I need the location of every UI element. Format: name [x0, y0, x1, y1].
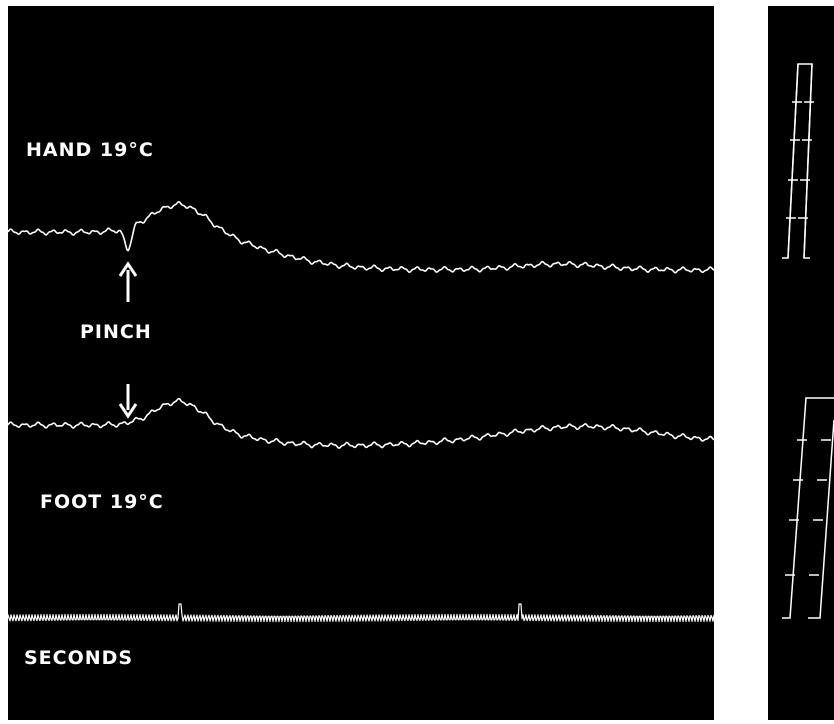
foot-trace — [7, 397, 715, 449]
seconds-trace — [7, 603, 715, 623]
pinch-up-arrow — [118, 261, 138, 302]
pinch-label: PINCH — [80, 321, 152, 343]
seconds-label: SECONDS — [24, 647, 133, 669]
calibration-upper — [782, 63, 814, 259]
calibration-panel — [768, 6, 834, 720]
pinch-down-arrow — [118, 384, 138, 419]
hand-trace — [7, 200, 715, 274]
hand-label: HAND 19°C — [26, 139, 154, 161]
foot-label: FOOT 19°C — [40, 491, 164, 513]
calibration-lower — [782, 397, 834, 619]
main-recording-panel — [8, 6, 714, 720]
